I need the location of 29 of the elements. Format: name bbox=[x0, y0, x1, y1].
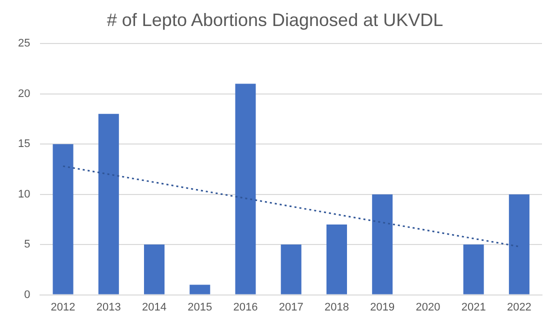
x-tick-label: 2015 bbox=[188, 301, 212, 314]
bar bbox=[52, 144, 74, 294]
bar bbox=[144, 244, 165, 294]
x-tick-label: 2012 bbox=[50, 301, 76, 314]
bar bbox=[98, 114, 119, 294]
x-tick-label: 2020 bbox=[416, 301, 440, 314]
bar bbox=[235, 84, 256, 294]
y-tick-label: 20 bbox=[18, 88, 30, 100]
y-tick-label: 10 bbox=[18, 188, 30, 200]
line-series bbox=[62, 165, 520, 248]
bar bbox=[280, 244, 302, 294]
bar bbox=[372, 194, 393, 294]
y-tick-label: 0 bbox=[24, 288, 30, 301]
y-tick-label: 25 bbox=[18, 38, 30, 50]
bar bbox=[190, 284, 210, 294]
y-tick-label: 5 bbox=[24, 238, 30, 251]
x-tick-label: 2021 bbox=[461, 301, 486, 314]
chart-title: # of Lepto Abortions Diagnosed at UKVDL bbox=[106, 10, 444, 30]
bar bbox=[326, 224, 347, 294]
x-tick-label: 2018 bbox=[324, 301, 349, 314]
x-tick-label: 2022 bbox=[506, 301, 532, 314]
x-tick-label: 2013 bbox=[96, 301, 121, 314]
bar bbox=[463, 244, 484, 294]
y-tick-label: 15 bbox=[18, 138, 30, 150]
x-tick-label: 2016 bbox=[233, 301, 258, 314]
x-tick-label: 2017 bbox=[278, 301, 304, 314]
x-tick-label: 2019 bbox=[370, 301, 395, 314]
x-tick-label: 2014 bbox=[142, 301, 167, 314]
bar bbox=[508, 194, 530, 294]
